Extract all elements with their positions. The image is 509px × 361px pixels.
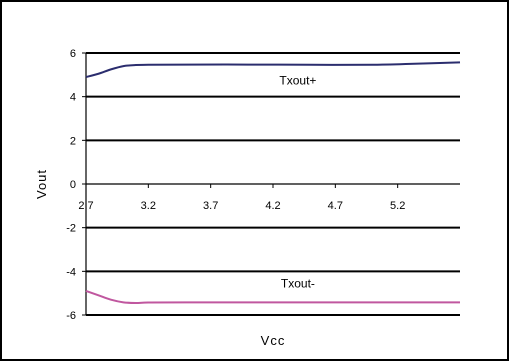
y-tick-label: 6: [70, 48, 76, 60]
y-tick-label: 2: [70, 135, 76, 147]
y-axis-title: Vout: [34, 169, 49, 199]
x-axis-title: Vcc: [261, 333, 286, 348]
x-tick-label: 4.2: [265, 200, 280, 212]
x-tick-label: 5.2: [390, 200, 405, 212]
annotations: Txout+ Txout-: [279, 74, 316, 291]
tick-labels: 6 4 2 0 -2 -4 -6 2.7 3.2 3.7 4.2 4.7 5.2: [66, 48, 405, 322]
y-tick-label: 4: [70, 92, 76, 104]
x-tick-label: 2.7: [78, 200, 93, 212]
y-tick-label: -4: [66, 266, 76, 278]
grid-lines: [86, 52, 460, 316]
series-group: [85, 61, 461, 304]
annotation-0: Txout+: [279, 74, 316, 88]
series-line-0: [85, 61, 461, 78]
y-tick-label: -2: [66, 223, 76, 235]
x-tick-label: 3.7: [203, 200, 218, 212]
y-tick-label: -6: [66, 310, 76, 322]
y-tick-label: 0: [70, 179, 76, 191]
x-tick-label: 3.2: [141, 200, 156, 212]
annotation-1: Txout-: [281, 277, 315, 291]
series-line-1: [85, 290, 460, 304]
x-tick-label: 4.7: [328, 200, 343, 212]
axes: [82, 52, 460, 316]
